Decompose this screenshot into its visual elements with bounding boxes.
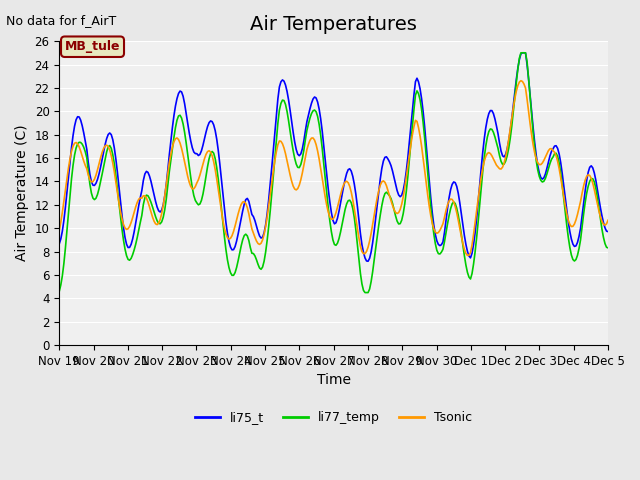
- Y-axis label: Air Temperature (C): Air Temperature (C): [15, 125, 29, 262]
- Tsonic: [517, 78, 525, 84]
- Title: Air Temperatures: Air Temperatures: [250, 15, 417, 34]
- Tsonic: [237, 202, 245, 207]
- Tsonic: [219, 217, 227, 223]
- li75_t: [237, 216, 245, 221]
- li75_t: [577, 226, 584, 231]
- li77_temp: [361, 290, 369, 296]
- Line: li77_temp: li77_temp: [60, 53, 608, 293]
- li77_temp: [246, 245, 254, 251]
- li75_t: [364, 258, 372, 264]
- Line: Tsonic: Tsonic: [60, 81, 608, 255]
- li77_temp: [219, 219, 227, 225]
- li75_t: [123, 241, 131, 247]
- Text: MB_tule: MB_tule: [65, 40, 120, 53]
- Tsonic: [56, 228, 63, 233]
- li75_t: [56, 241, 63, 247]
- li75_t: [518, 50, 526, 56]
- Text: No data for f_AirT: No data for f_AirT: [6, 14, 116, 27]
- X-axis label: Time: Time: [317, 373, 351, 387]
- li77_temp: [237, 243, 245, 249]
- li75_t: [296, 153, 303, 158]
- li77_temp: [296, 165, 303, 170]
- Tsonic: [463, 252, 471, 258]
- Tsonic: [296, 182, 303, 188]
- Tsonic: [246, 219, 254, 225]
- Tsonic: [604, 217, 612, 223]
- li77_temp: [56, 288, 63, 294]
- Tsonic: [577, 199, 584, 204]
- Legend: li75_t, li77_temp, Tsonic: li75_t, li77_temp, Tsonic: [190, 406, 477, 429]
- li75_t: [246, 205, 254, 211]
- li77_temp: [604, 245, 612, 251]
- li77_temp: [123, 253, 131, 259]
- Line: li75_t: li75_t: [60, 53, 608, 261]
- li75_t: [219, 192, 227, 197]
- li77_temp: [577, 237, 584, 243]
- li77_temp: [517, 50, 525, 56]
- Tsonic: [123, 227, 131, 232]
- li75_t: [604, 228, 612, 234]
